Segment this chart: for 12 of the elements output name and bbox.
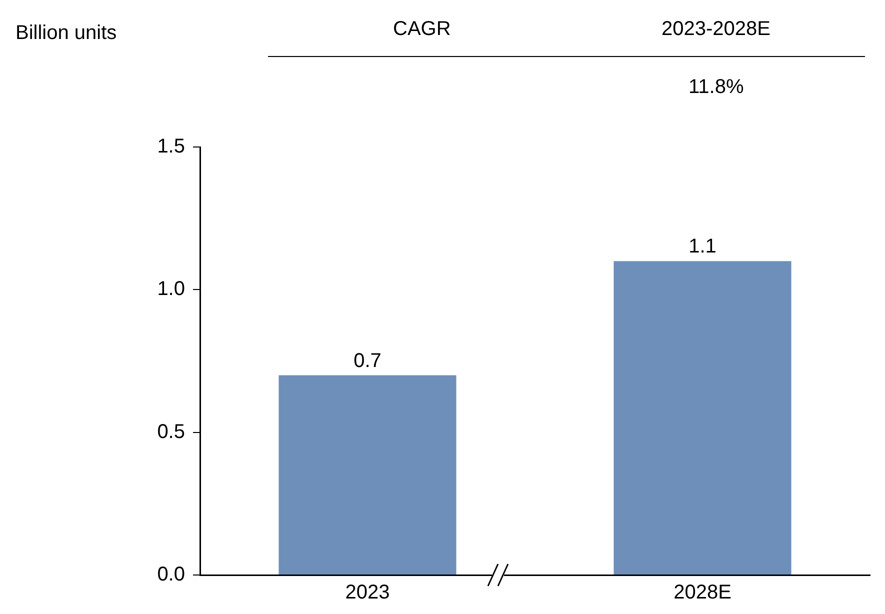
text: CAGR — [393, 18, 451, 41]
data-label: 0.7 — [354, 350, 382, 372]
y-tick-label: 1.5 — [157, 136, 185, 158]
x-tick-label: 2028E — [674, 582, 732, 604]
text: 11.8% — [688, 76, 744, 99]
y-tick-label: 1.0 — [157, 278, 185, 300]
data-label: 1.1 — [688, 236, 716, 258]
text: Billion units — [16, 22, 117, 45]
y-tick-label: 0.0 — [157, 564, 185, 586]
y-tick-label: 0.5 — [157, 420, 185, 443]
x-tick-label: 2023 — [345, 582, 390, 604]
text: 2023-2028E — [662, 18, 770, 41]
